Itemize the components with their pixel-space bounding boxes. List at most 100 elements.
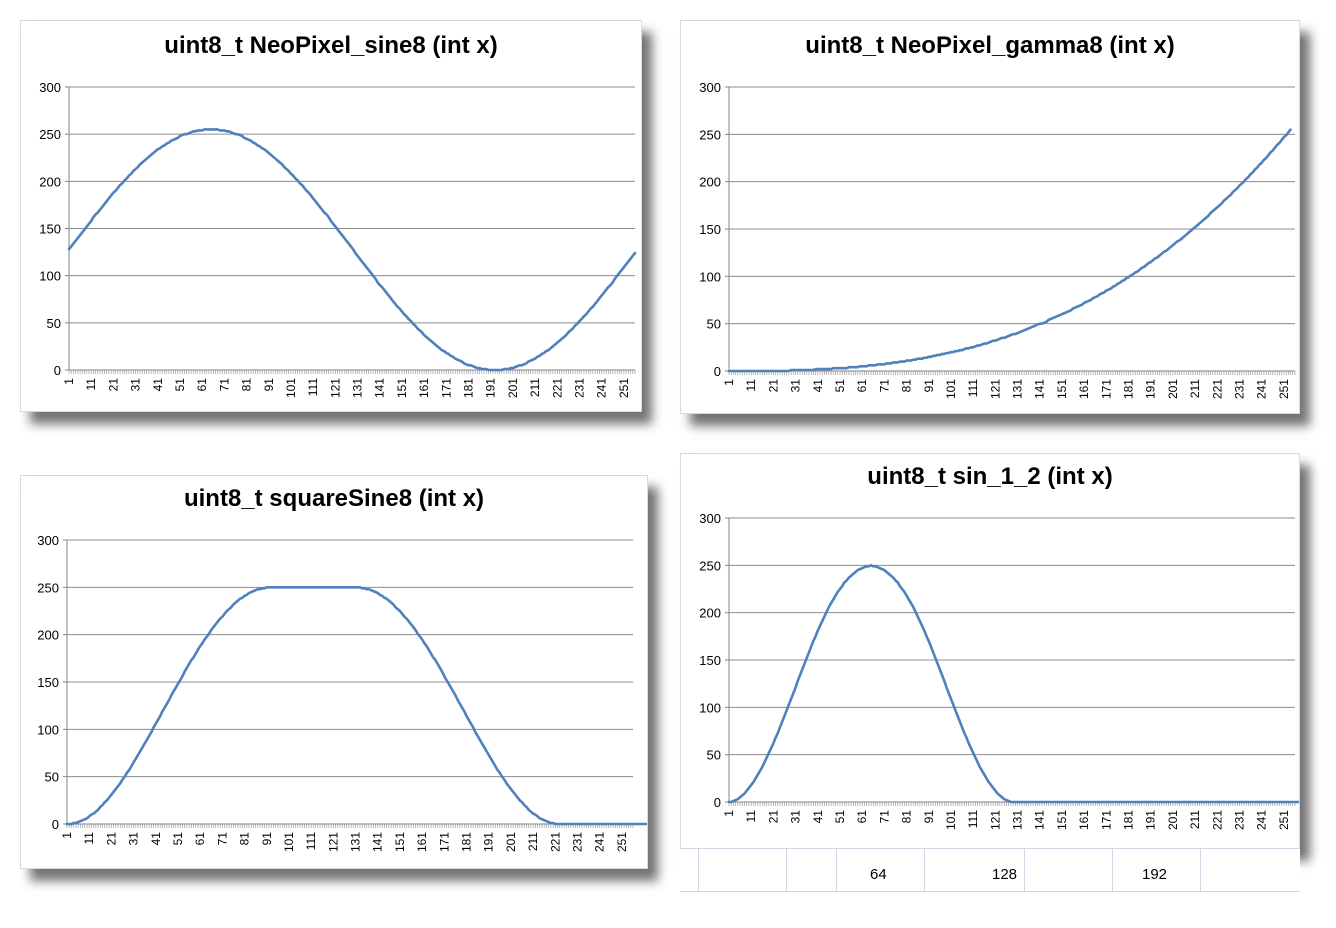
x-tick-label: 181 (1122, 810, 1136, 830)
chart-title: uint8_t NeoPixel_sine8 (int x) (164, 32, 497, 59)
x-tick-label: 241 (1255, 379, 1269, 399)
x-tick-label: 211 (1188, 379, 1202, 398)
sheet-cell-128[interactable]: 128 (992, 866, 1018, 883)
x-tick-label: 211 (528, 378, 542, 397)
x-tick-label: 121 (328, 378, 342, 398)
x-tick-label: 251 (617, 378, 631, 398)
x-tick-label: 151 (395, 378, 409, 398)
x-tick-marks (728, 371, 1296, 375)
x-tick-label: 221 (548, 832, 562, 852)
y-tick-label: 100 (699, 269, 721, 284)
chart-gamma8: uint8_t NeoPixel_gamma8 (int x) 0 50 100 150… (680, 20, 1300, 414)
x-tick-label: 101 (284, 378, 298, 398)
x-tick-label: 111 (304, 832, 318, 851)
sheet-col-line (1112, 848, 1113, 892)
y-tick-label: 250 (699, 558, 721, 573)
x-tick-label: 201 (1166, 379, 1180, 399)
sheet-cell-64[interactable]: 64 (870, 866, 887, 883)
x-tick-label: 191 (484, 378, 498, 398)
x-tick-label: 21 (766, 810, 780, 824)
y-tick-label: 300 (699, 511, 721, 526)
chart-svg: uint8_t NeoPixel_gamma8 (int x) 0 50 100 150… (699, 32, 1296, 399)
x-tick-label: 41 (811, 379, 825, 393)
series-line (727, 128, 1292, 373)
x-tick-label: 241 (1255, 810, 1269, 830)
y-tick-label: 100 (39, 269, 61, 284)
x-tick-label: 171 (439, 378, 453, 398)
x-tick-label: 221 (1210, 810, 1224, 830)
x-tick-label: 171 (437, 832, 451, 852)
x-tick-label: 31 (789, 810, 803, 824)
sheet-cell-192[interactable]: 192 (1142, 866, 1168, 883)
series-line (67, 128, 637, 372)
x-tick-label: 91 (260, 832, 274, 846)
x-tick-label: 71 (877, 379, 891, 393)
x-tick-label: 41 (151, 378, 165, 392)
x-tick-label: 131 (349, 832, 363, 852)
y-tick-label: 200 (39, 174, 61, 189)
y-tick-label: 200 (699, 175, 721, 190)
chart-sine8: uint8_t NeoPixel_sine8 (int x) 0 50 100 150 2… (20, 20, 642, 412)
x-tick-label: 201 (1166, 810, 1180, 830)
x-tick-label: 151 (393, 832, 407, 852)
x-tick-label: 141 (1033, 810, 1047, 830)
x-tick-label: 251 (1277, 810, 1291, 830)
chart-title: uint8_t NeoPixel_gamma8 (int x) (805, 32, 1174, 59)
y-tick-label: 200 (37, 628, 59, 643)
x-tick-label: 11 (84, 378, 98, 391)
x-tick-label: 41 (811, 810, 825, 824)
x-tick-label: 61 (855, 810, 869, 824)
x-tick-label: 161 (415, 832, 429, 852)
x-tick-label: 51 (173, 378, 187, 392)
chart-svg: uint8_t squareSine8 (int x) 0 50 100 150 200 2… (37, 485, 647, 852)
x-tick-label: 31 (129, 378, 143, 392)
x-tick-label: 21 (106, 378, 120, 392)
chart-svg: uint8_t NeoPixel_sine8 (int x) 0 50 100 150 2… (39, 32, 637, 398)
x-tick-label: 111 (966, 810, 980, 829)
x-tick-label: 91 (922, 810, 936, 824)
x-tick-label: 1 (62, 378, 76, 385)
x-tick-label: 201 (504, 832, 518, 852)
x-tick-label: 71 (877, 810, 891, 824)
y-tick-label: 150 (699, 222, 721, 237)
x-tick-label: 181 (1122, 379, 1136, 399)
y-tick-label: 50 (45, 770, 59, 785)
x-tick-label: 121 (326, 832, 340, 852)
sheet-col-line (1200, 848, 1201, 892)
series-line (727, 564, 1299, 804)
x-tick-label: 51 (833, 810, 847, 824)
x-tick-label: 161 (1077, 379, 1091, 399)
x-tick-label: 221 (1210, 379, 1224, 399)
x-tick-label: 211 (526, 832, 540, 851)
x-tick-marks (728, 802, 1296, 806)
x-tick-marks (68, 370, 636, 374)
x-tick-label: 131 (1011, 810, 1025, 830)
spreadsheet-strip: 64 128 192 (680, 848, 1300, 892)
x-tick-label: 161 (1077, 810, 1091, 830)
x-tick-label: 21 (766, 379, 780, 393)
y-tick-label: 250 (37, 580, 59, 595)
x-tick-label: 1 (722, 810, 736, 817)
sheet-col-line (836, 848, 837, 892)
y-tick-label: 0 (714, 364, 721, 379)
x-tick-label: 81 (238, 832, 252, 846)
x-tick-label: 71 (215, 832, 229, 846)
x-tick-label: 101 (944, 810, 958, 830)
y-tick-label: 0 (52, 817, 59, 832)
x-tick-label: 241 (593, 832, 607, 852)
chart-title: uint8_t squareSine8 (int x) (184, 485, 484, 512)
y-tick-label: 0 (54, 363, 61, 378)
x-tick-label: 241 (595, 378, 609, 398)
y-tick-label: 50 (707, 317, 721, 332)
x-tick-label: 131 (1011, 379, 1025, 399)
x-tick-label: 81 (240, 378, 254, 392)
x-tick-label: 231 (1233, 379, 1247, 399)
x-tick-label: 111 (966, 379, 980, 398)
y-tick-label: 300 (39, 80, 61, 95)
x-tick-label: 231 (1233, 810, 1247, 830)
chart-svg: uint8_t sin_1_2 (int x) 0 50 100 150 200 250 30… (699, 463, 1299, 830)
x-tick-label: 11 (744, 379, 758, 392)
x-tick-label: 151 (1055, 810, 1069, 830)
x-tick-label: 121 (988, 379, 1002, 399)
x-tick-label: 221 (550, 378, 564, 398)
